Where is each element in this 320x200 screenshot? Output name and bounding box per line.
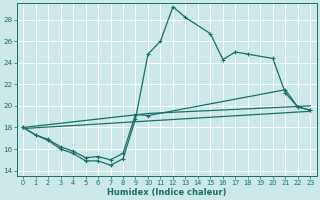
X-axis label: Humidex (Indice chaleur): Humidex (Indice chaleur) <box>107 188 227 197</box>
